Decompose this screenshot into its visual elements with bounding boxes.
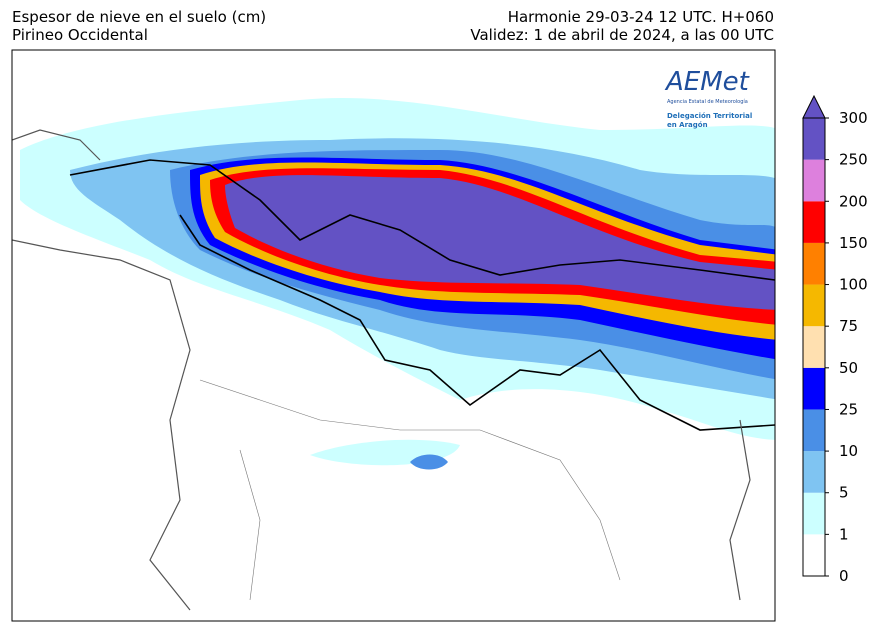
border — [179, 214, 775, 431]
logo: AEMet Agencia Estatal de Meteorología De… — [664, 67, 752, 129]
coastline — [12, 129, 751, 611]
colorbar-band — [803, 409, 825, 452]
map — [11, 49, 776, 622]
colorbar-label: 200 — [839, 192, 868, 210]
map-frame — [11, 49, 776, 622]
snow-area — [225, 175, 775, 310]
colorbar-label: 300 — [839, 109, 868, 127]
colorbar-band — [803, 284, 825, 327]
logo-agency: Agencia Estatal de Meteorología — [667, 98, 748, 105]
colorbar-label: 0 — [839, 567, 849, 585]
logo-office: en Aragón — [667, 121, 708, 129]
logo-name: AEMet — [664, 67, 750, 97]
snow-area — [410, 454, 448, 470]
colorbar-frame — [802, 117, 826, 577]
colorbar-label: 100 — [839, 276, 868, 294]
colorbar-band — [803, 159, 825, 202]
colorbar-label: 25 — [839, 400, 858, 418]
colorbar-label: 250 — [839, 151, 868, 169]
colorbar-label: 50 — [839, 359, 858, 377]
logo-office: Delegación Territorial — [667, 112, 752, 120]
colorbar: 0 1 5 10 25 50 75 100 150 200 250 300 — [802, 94, 868, 585]
province-line — [199, 379, 621, 601]
border — [69, 159, 775, 281]
colorbar-band — [803, 367, 825, 410]
colorbar-label: 5 — [839, 484, 849, 502]
subtitle: Pirineo Occidental — [12, 26, 148, 44]
colorbar-band — [803, 242, 825, 285]
model-run: Harmonie 29-03-24 12 UTC. H+060 — [508, 8, 774, 26]
validity: Validez: 1 de abril de 2024, a las 00 UT… — [470, 26, 774, 44]
colorbar-extend — [802, 94, 826, 119]
title: Espesor de nieve en el suelo (cm) — [12, 8, 266, 26]
colorbar-band — [803, 534, 825, 576]
colorbar-label: 10 — [839, 442, 858, 460]
colorbar-band — [803, 326, 825, 368]
colorbar-label: 1 — [839, 525, 849, 543]
colorbar-band — [803, 451, 825, 493]
colorbar-band — [803, 492, 825, 535]
colorbar-band — [803, 201, 825, 243]
colorbar-label: 75 — [839, 317, 858, 335]
colorbar-label: 150 — [839, 234, 868, 252]
colorbar-band — [803, 118, 825, 160]
